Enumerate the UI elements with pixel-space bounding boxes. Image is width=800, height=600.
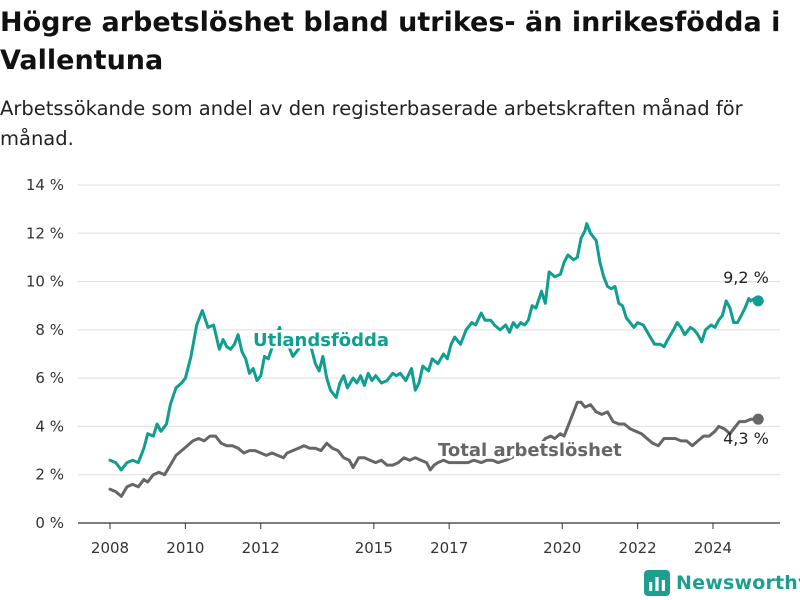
y-tick-label: 4 % (35, 417, 64, 435)
series-end-marker (752, 413, 764, 425)
axes: 0 % 2 % 4 % 6 % 8 % 10 % 12 % 14 % 2008 2010 2012 2… (26, 176, 780, 557)
end-value-label: 4,3 % (723, 429, 769, 448)
series-end-marker (752, 295, 764, 307)
x-tick-label: 2024 (694, 539, 732, 557)
y-tick-label: 10 % (26, 273, 64, 291)
x-tick-label: 2022 (619, 539, 657, 557)
chart-title: Högre arbetslöshet bland utrikes- än inr… (0, 7, 781, 76)
series-line-total (108, 400, 760, 498)
newsworthy-brand: Newsworthy (644, 569, 800, 597)
y-tick-label: 0 % (35, 514, 64, 532)
x-tick-label: 2015 (355, 539, 393, 557)
y-tick-label: 8 % (35, 321, 64, 339)
series-label-total: Total arbetslöshet (438, 440, 622, 461)
y-tick-label: 2 % (35, 466, 64, 484)
x-tick-label: 2010 (166, 539, 204, 557)
series-lines (108, 222, 764, 498)
x-tick-label: 2012 (242, 539, 280, 557)
series-label-utlandsfodda-halo: Utlandsfödda (253, 330, 389, 351)
chart-subtitle: Arbetssökande som andel av den registerb… (0, 97, 743, 150)
brand-name: Newsworthy (676, 572, 800, 594)
x-tick-label: 2020 (543, 539, 581, 557)
x-tick-label: 2017 (430, 539, 468, 557)
x-tick-label: 2008 (91, 539, 129, 557)
series-label-utlandsfodda: Utlandsfödda (253, 330, 389, 351)
y-tick-label: 6 % (35, 369, 64, 387)
end-value-label: 9,2 % (723, 268, 769, 287)
series-line-utlandsfodda (108, 222, 760, 472)
y-tick-label: 14 % (26, 176, 64, 194)
series-label-total-halo: Total arbetslöshet (438, 440, 622, 461)
y-tick-label: 12 % (26, 224, 64, 242)
newsworthy-logo-icon (644, 570, 670, 596)
